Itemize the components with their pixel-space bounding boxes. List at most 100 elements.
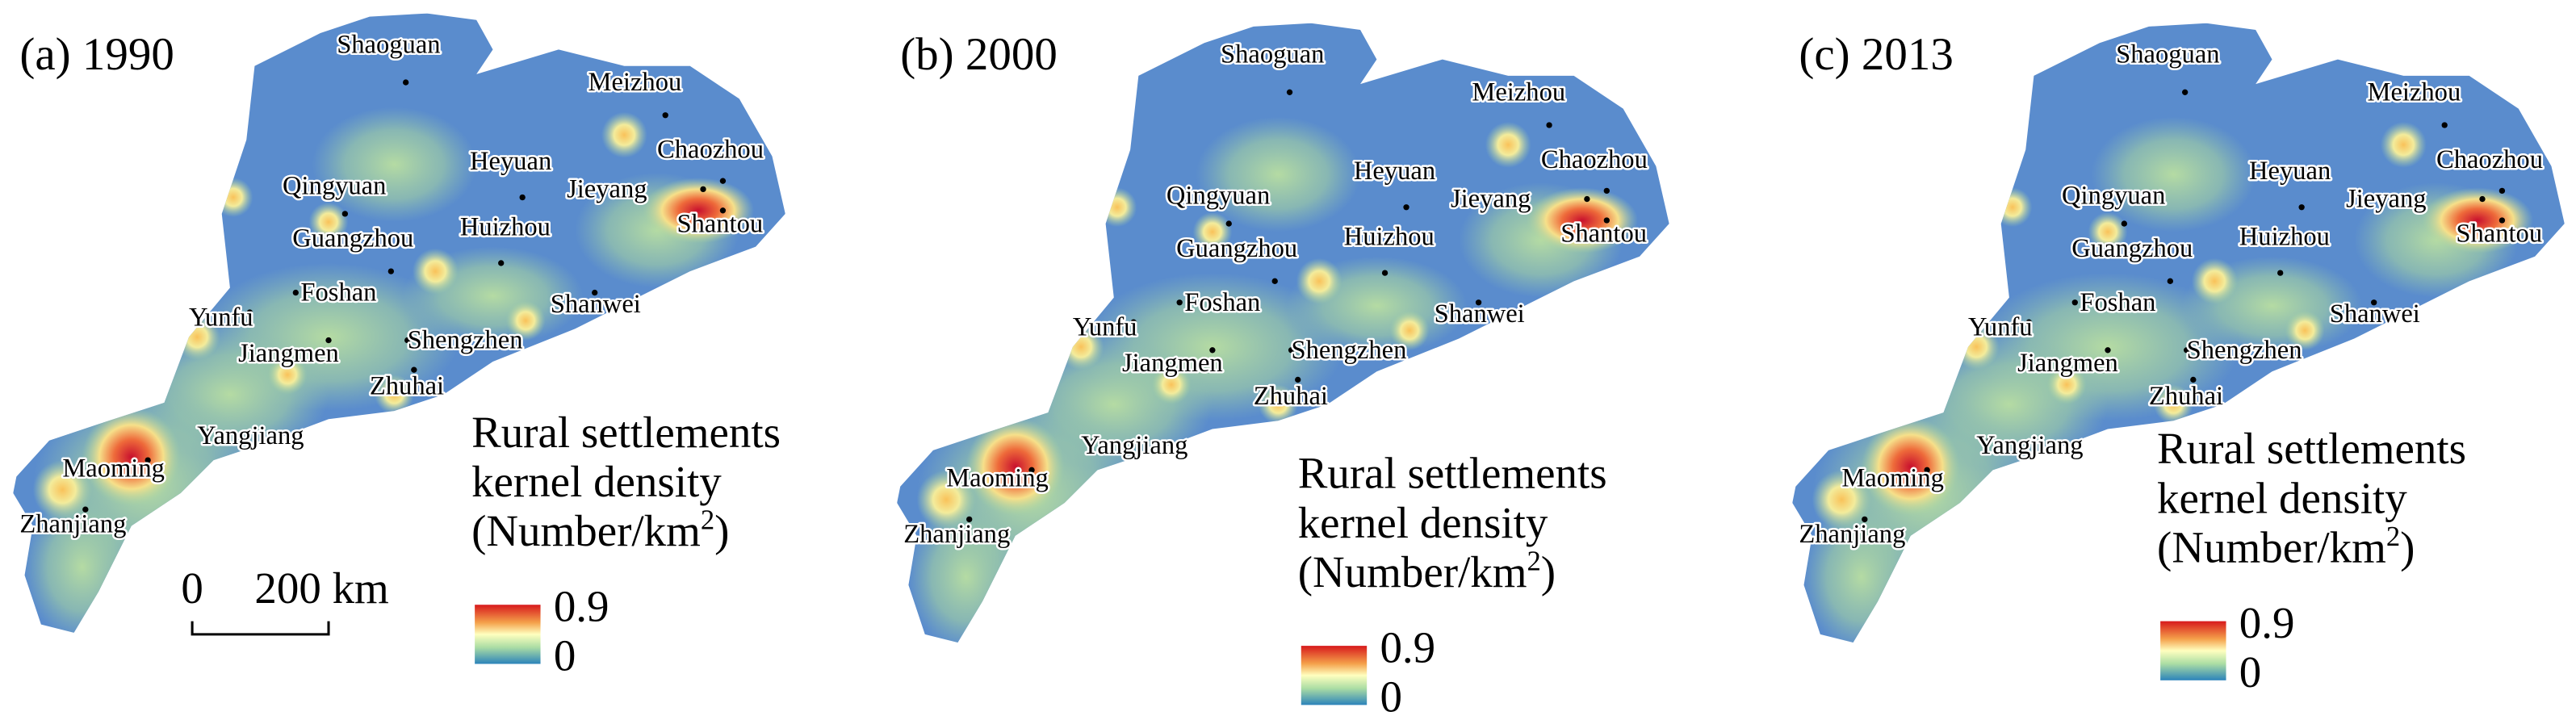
legend-superscript: 2 [701,505,714,536]
city-label: Chaozhou [657,136,764,165]
city-label: Yunfu [189,303,253,332]
city-dot [341,211,349,217]
city-dot [1288,347,1295,354]
city-dot [403,79,409,86]
city-label: Shaoguan [2116,40,2219,69]
city-dot [1986,437,1993,444]
legend-unit-end: ) [2400,522,2415,571]
map-panel: Shaoguan Meizhou Heyuan Chaozhou Jieyang Shan… [1797,29,2545,551]
city-label: Huizhou [460,212,551,241]
city-label: Zhuhai [1254,382,1328,411]
city-dot [2025,319,2032,325]
city-dot [1091,437,1098,444]
legend-max: 0.9 [2239,598,2295,647]
city-label: Heyuan [1354,157,1435,186]
city-label: Shanwei [551,290,641,319]
city-label: Jieyang [567,175,647,204]
legend-superscript: 2 [2386,521,2400,552]
city-dot [292,289,299,296]
legend-unit-end: ) [1541,547,1556,597]
legend-title: kernel density [2157,473,2407,522]
city-label: Shaoguan [1221,40,1324,69]
city-dot [1546,122,1552,128]
city-dot [1271,278,1278,284]
city-label: Qingyuan [283,171,386,200]
city-label: Shaoguan [337,30,440,59]
city-label: Shanwei [2330,299,2420,329]
city-dot [2167,278,2173,284]
map-panel: Shaoguan Meizhou Heyuan Chaozhou Jieyang Shan… [18,28,766,541]
city-dot [207,427,214,434]
city-dot [1381,270,1389,276]
city-label: Zhanjiang [19,510,126,539]
city-label: Meizhou [2368,77,2461,107]
city-dot [2190,376,2197,383]
legend-title: kernel density [471,457,722,506]
city-label: Yunfu [1968,312,2033,341]
city-label: Jiangmen [2017,349,2118,378]
city-dot [2441,122,2448,128]
city-label: Shanwei [1435,299,1525,329]
city-dot [2184,347,2190,354]
city-dot [1286,89,1293,95]
city-label: Huizhou [1344,223,1435,252]
city-dot [2277,270,2284,276]
city-dot [411,366,417,373]
city-dot [1225,220,1232,227]
city-dot [1028,467,1035,474]
city-dot [1475,299,1482,306]
city-label: Zhuhai [2149,382,2223,411]
city-dot [1603,217,1610,224]
city-label: Shengzhen [408,326,523,355]
city-label: Yangjiang [1081,431,1187,460]
city-label: Shantou [2456,219,2542,248]
city-dot [1603,187,1610,195]
city-label: Heyuan [470,147,551,176]
city-label: Jiangmen [1122,349,1223,378]
legend-colorbar [2160,621,2226,680]
city-label: Shengzhen [1292,336,1407,365]
city-dot [246,309,253,316]
city-label: Yunfu [1073,312,1137,341]
scale-bar: 0 200 km [181,563,389,636]
legend-max: 0.9 [1380,622,1435,672]
city-dot [387,268,395,274]
city-dot [1924,467,1930,474]
city-dot [2371,299,2377,306]
scale-end: 200 km [254,563,388,613]
legend-title: Rural settlements [2157,424,2466,473]
city-dot [1295,376,1301,383]
legend-title: kernel density [1298,498,1548,547]
city-label: Zhanjiang [1799,520,1905,549]
legend-colorbar [475,605,541,664]
city-label: Shantou [676,209,763,238]
city-label: Maoming [1841,464,1944,493]
panel-label: (a) 1990 [19,29,174,80]
city-label: Jieyang [1451,185,1531,214]
legend-unit-end: ) [714,506,729,555]
city-label: Foshan [1184,288,1260,317]
city-label: Foshan [300,278,376,308]
scale-line [191,621,330,636]
legend-max: 0.9 [554,582,609,631]
city-dot [719,178,727,184]
panel-label: (b) 2000 [900,29,1058,80]
city-label: Guangzhou [2071,234,2193,263]
legend-unit: (Number/km [471,506,701,555]
city-dot [2105,347,2111,354]
legend-superscript: 2 [1527,546,1540,576]
city-label: Shantou [1560,219,1647,248]
city-dot [2121,220,2128,227]
legend-title: (Number/km2) [1298,546,1556,596]
city-dot [1130,319,1137,325]
city-dot [700,186,706,193]
legend-min: 0 [2239,647,2261,697]
city-dot [592,289,598,296]
city-dot [2499,187,2506,195]
legend-title: Rural settlements [1298,449,1607,498]
city-dot [2479,195,2486,203]
city-label: Maoming [946,464,1049,493]
